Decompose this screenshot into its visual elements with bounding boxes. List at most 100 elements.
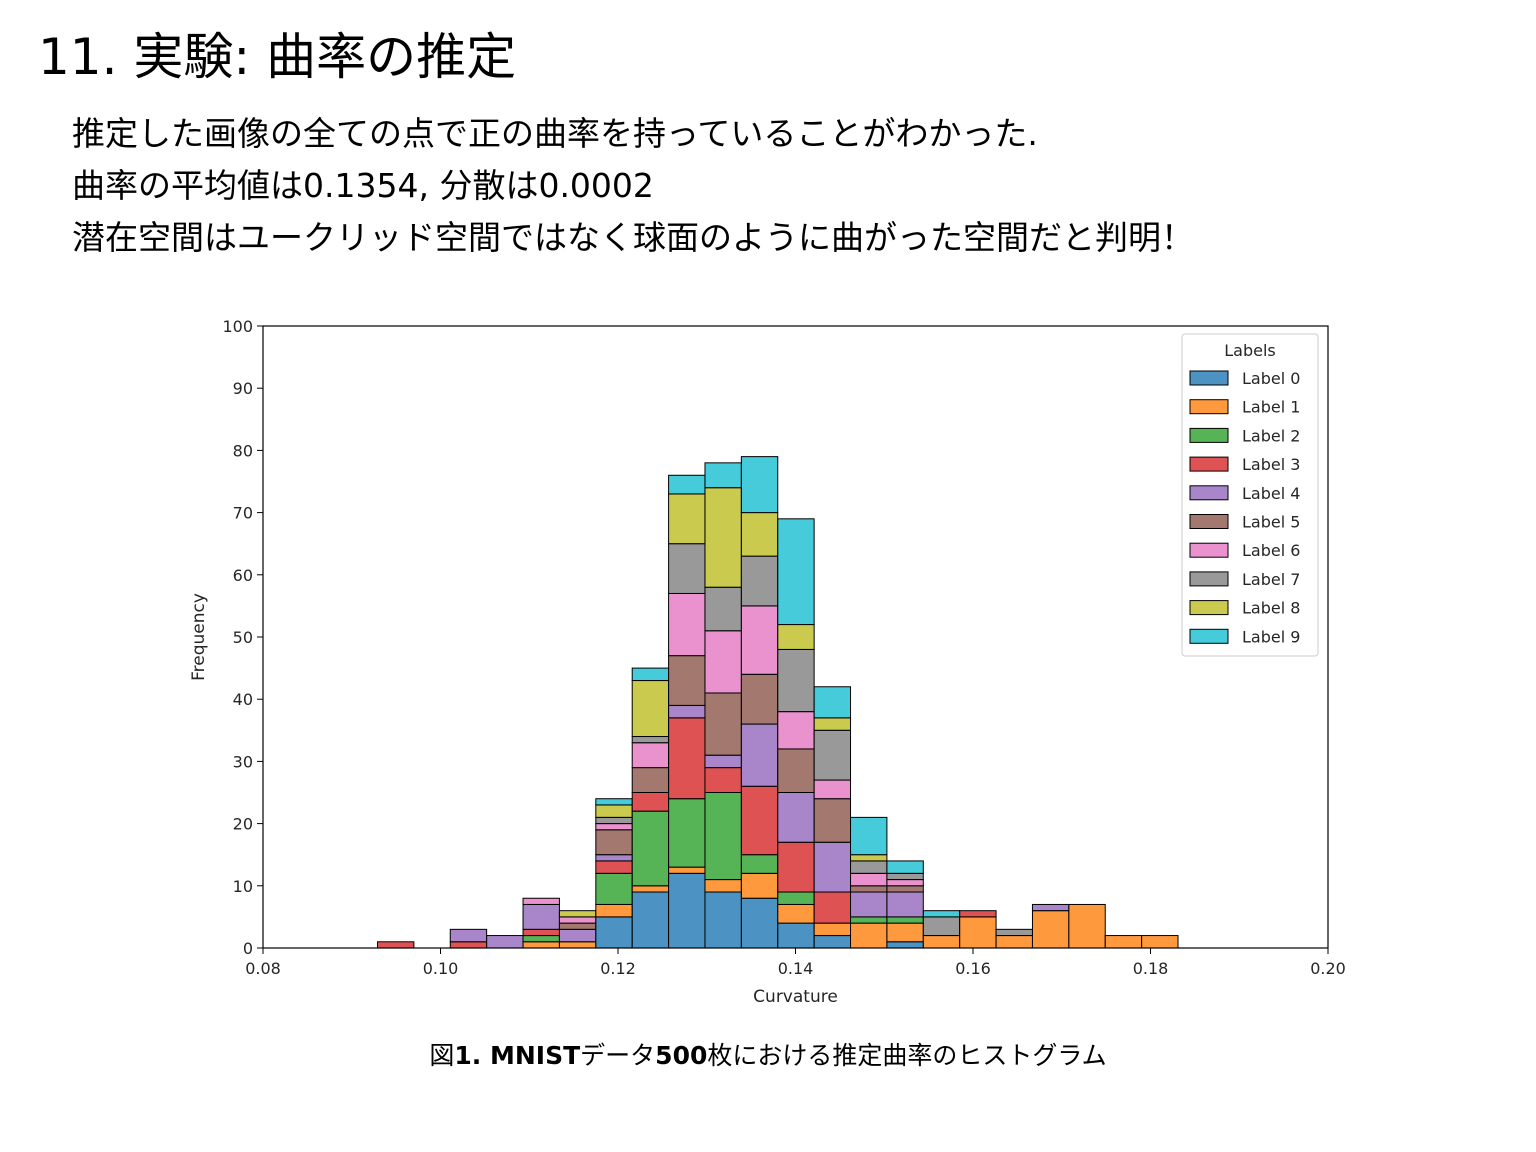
bar-segment-label-4-bin-13 (850, 891, 888, 918)
y-axis-label: Frequency (189, 593, 209, 681)
bar-segment-label-1-bin-17 (995, 935, 1033, 949)
legend-swatch-9 (1189, 628, 1229, 644)
bar-segment-label-4-bin-12 (813, 841, 852, 893)
bar-segment-label-5-bin-8 (668, 655, 706, 706)
histogram-svg: 0 10 20 30 40 50 60 70 80 90 100 0.08 0.10 0.12 0.14 0.… (189, 317, 1346, 1007)
bar-segment-label-9-bin-8 (668, 474, 706, 495)
y-tick-label: 100 (222, 317, 253, 336)
bar-segment-label-8-bin-13 (850, 854, 888, 862)
bar-segment-label-2-bin-10 (740, 854, 779, 874)
legend-swatch-8 (1189, 600, 1229, 616)
bar-segment-label-0-bin-9 (704, 891, 742, 949)
bar-segment-label-8-bin-9 (704, 487, 742, 588)
caption-suffix: 枚における推定曲率のヒストグラム (707, 1041, 1107, 1070)
bar-segment-label-2-bin-13 (850, 916, 888, 924)
bar-segment-label-5-bin-10 (740, 673, 779, 725)
bar-segment-label-6-bin-13 (850, 872, 888, 887)
legend: Labels Label 0 Label 1 Label 2 Label 3 Label … (1181, 333, 1319, 657)
legend-title: Labels (1224, 341, 1276, 360)
bar-segment-label-6-bin-10 (740, 605, 779, 675)
bar-segment-label-2-bin-8 (668, 798, 706, 868)
legend-swatch-0 (1189, 370, 1229, 386)
bar-segment-label-9-bin-15 (922, 910, 961, 918)
bar-segment-label-1-bin-8 (668, 866, 706, 874)
legend-swatch-7 (1189, 571, 1229, 587)
body-line-1: 推定した画像の全ての点で正の曲率を持っていることがわかった. (72, 114, 1038, 153)
bar-segment-label-1-bin-10 (740, 872, 779, 899)
bar-segment-label-4-bin-3 (486, 935, 524, 949)
bar-segment-label-9-bin-6 (595, 798, 633, 806)
x-tick-label: 0.10 (423, 959, 459, 978)
bar-segment-label-3-bin-0 (376, 941, 415, 949)
bar-segment-label-7-bin-6 (595, 816, 633, 825)
y-tick-label: 90 (233, 379, 253, 398)
bar-segment-label-4-bin-14 (886, 891, 924, 918)
bar-segment-label-3-bin-2 (449, 941, 488, 949)
bar-segment-label-2-bin-4 (522, 935, 560, 943)
bar-segment-label-8-bin-11 (777, 624, 815, 650)
bar-segment-label-5-bin-13 (850, 885, 888, 893)
bar-segment-label-5-bin-11 (777, 748, 815, 793)
y-tick-label: 0 (243, 939, 253, 958)
bar-segment-label-4-bin-9 (704, 754, 742, 769)
bar-segment-label-6-bin-9 (704, 630, 742, 694)
x-tick-label: 0.18 (1133, 959, 1169, 978)
y-tick-label: 30 (233, 752, 253, 771)
legend-swatch-2 (1189, 427, 1229, 443)
bar-segment-label-6-bin-5 (558, 916, 597, 924)
bar-segment-label-8-bin-12 (813, 717, 852, 731)
bar-segment-label-4-bin-10 (740, 723, 779, 787)
y-tick-label: 10 (233, 877, 253, 896)
bar-segment-label-6-bin-7 (631, 742, 670, 769)
legend-label-9: Label 9 (1242, 627, 1300, 646)
y-tick-label: 40 (233, 690, 253, 709)
legend-label-8: Label 8 (1242, 599, 1300, 618)
bar-segment-label-4-bin-18 (1031, 903, 1070, 912)
bar-segment-label-2-bin-6 (595, 872, 633, 905)
legend-label-6: Label 6 (1242, 541, 1300, 560)
bar-segment-label-1-bin-16 (959, 916, 997, 949)
bar-segment-label-1-bin-19 (1068, 903, 1106, 949)
legend-label-7: Label 7 (1242, 570, 1300, 589)
bar-segment-label-8-bin-8 (668, 493, 706, 545)
legend-swatch-3 (1189, 456, 1229, 472)
legend-label-2: Label 2 (1242, 426, 1300, 445)
bar-segment-label-0-bin-8 (668, 872, 706, 949)
bar-segment-label-1-bin-15 (922, 935, 961, 949)
caption-bold: 1. MNIST (454, 1041, 581, 1070)
legend-swatch-5 (1189, 514, 1229, 529)
caption-middle: データ (580, 1041, 656, 1070)
y-tick-label: 80 (233, 441, 253, 460)
bar-segment-label-0-bin-11 (777, 922, 815, 949)
bar-segment-label-1-bin-7 (631, 885, 670, 893)
bar-segment-label-9-bin-7 (631, 667, 670, 682)
bar-segment-label-6-bin-12 (813, 779, 852, 800)
bar-segment-label-2-bin-7 (631, 810, 670, 887)
caption-bold-2: 500 (655, 1041, 708, 1070)
bar-segment-label-8-bin-6 (595, 804, 633, 818)
bar-segment-label-5-bin-12 (813, 798, 852, 843)
bar-segment-label-1-bin-12 (813, 922, 852, 937)
bar-segment-label-2-bin-9 (704, 792, 742, 881)
bar-segment-label-7-bin-11 (777, 648, 815, 713)
bar-segment-label-0-bin-10 (740, 897, 779, 949)
bar-segment-label-7-bin-9 (704, 586, 742, 632)
bar-segment-label-7-bin-12 (813, 729, 852, 781)
bar-segment-label-6-bin-14 (886, 879, 924, 887)
bar-segment-label-1-bin-21 (1141, 935, 1179, 949)
bar-segment-label-6-bin-8 (668, 592, 706, 657)
bar-segment-label-7-bin-10 (740, 555, 779, 607)
bar-segment-label-0-bin-6 (595, 916, 633, 949)
bar-segment-label-5-bin-5 (558, 922, 597, 930)
bar-segment-label-4-bin-11 (777, 792, 815, 843)
bar-segment-label-7-bin-7 (631, 736, 670, 744)
bar-segment-label-3-bin-12 (813, 891, 852, 924)
legend-swatch-6 (1189, 542, 1229, 558)
legend-label-1: Label 1 (1242, 398, 1300, 417)
bar-segment-label-9-bin-9 (704, 462, 742, 489)
bar-segment-label-1-bin-18 (1031, 910, 1070, 949)
bar-segment-label-3-bin-10 (740, 785, 779, 856)
bar-segment-label-8-bin-5 (558, 910, 597, 918)
bar-segment-label-9-bin-13 (850, 816, 888, 856)
bar-segment-label-1-bin-6 (595, 903, 633, 918)
